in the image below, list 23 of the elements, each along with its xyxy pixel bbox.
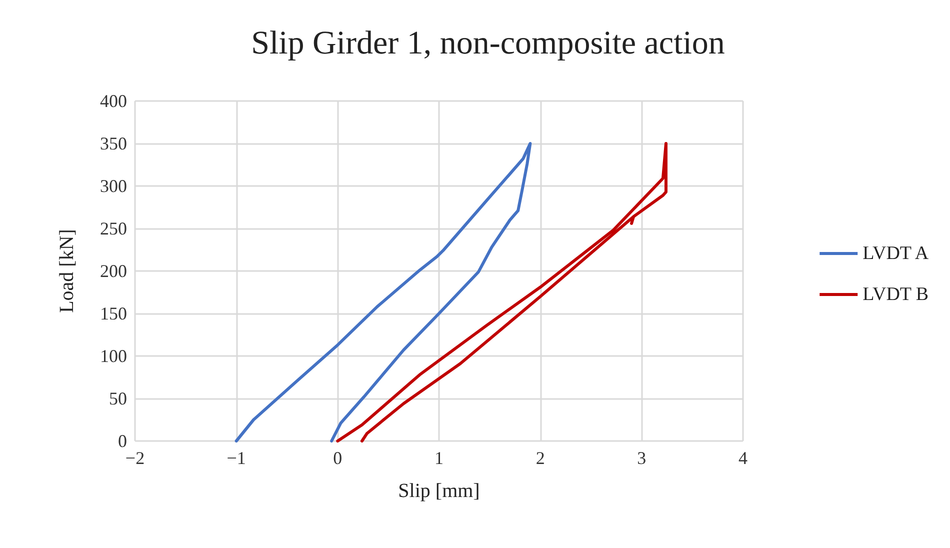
y-tick-label: 400 — [100, 91, 127, 111]
y-tick-label: 100 — [100, 346, 127, 366]
y-tick-label: 50 — [109, 388, 127, 408]
x-tick-label: 0 — [333, 448, 342, 468]
x-tick-label: 1 — [434, 448, 444, 468]
y-tick-label: 250 — [100, 218, 127, 238]
y-axis-title: Load [kN] — [56, 229, 78, 313]
x-tick-label: −2 — [125, 448, 145, 468]
x-tick-label: 3 — [637, 448, 646, 468]
line-series — [234, 142, 532, 442]
y-tick-label: 0 — [118, 431, 127, 451]
legend-label: LVDT B — [862, 284, 929, 305]
y-tick-label: 200 — [100, 261, 127, 281]
x-tick-label: 2 — [536, 448, 545, 468]
legend-label: LVDT A — [862, 243, 929, 264]
chart-title: Slip Girder 1, non-composite action — [251, 26, 725, 62]
x-tick-label: −1 — [226, 448, 246, 468]
x-axis-title: Slip [mm] — [398, 480, 480, 502]
x-tick-label: 4 — [738, 448, 748, 468]
line-series — [336, 142, 668, 442]
y-tick-label: 300 — [100, 176, 127, 196]
y-tick-label: 150 — [100, 304, 127, 324]
y-tick-label: 350 — [100, 134, 127, 154]
